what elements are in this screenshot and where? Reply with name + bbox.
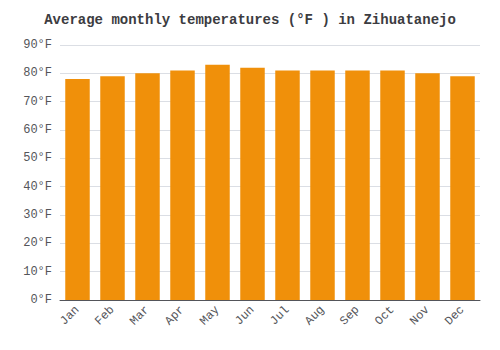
svg-text:40°F: 40°F: [23, 180, 52, 194]
svg-text:0°F: 0°F: [30, 293, 52, 307]
svg-text:10°F: 10°F: [23, 265, 52, 279]
svg-text:Oct: Oct: [372, 303, 397, 328]
svg-text:Jul: Jul: [267, 303, 292, 328]
svg-text:80°F: 80°F: [23, 66, 52, 80]
svg-text:Mar: Mar: [127, 303, 152, 328]
svg-text:Feb: Feb: [92, 303, 117, 328]
svg-text:Aug: Aug: [302, 303, 327, 328]
svg-text:Dec: Dec: [442, 303, 467, 328]
svg-text:Jan: Jan: [57, 303, 82, 328]
svg-text:70°F: 70°F: [23, 95, 52, 109]
svg-text:60°F: 60°F: [23, 123, 52, 137]
svg-text:Jun: Jun: [232, 303, 257, 328]
svg-text:90°F: 90°F: [23, 38, 52, 52]
svg-text:May: May: [197, 303, 222, 328]
svg-text:Apr: Apr: [162, 303, 187, 328]
svg-text:20°F: 20°F: [23, 236, 52, 250]
svg-text:Sep: Sep: [337, 303, 362, 328]
svg-text:30°F: 30°F: [23, 208, 52, 222]
svg-text:Average monthly temperatures (: Average monthly temperatures (°F ) in Zi…: [44, 12, 456, 28]
svg-text:Nov: Nov: [407, 303, 432, 328]
svg-text:50°F: 50°F: [23, 151, 52, 165]
